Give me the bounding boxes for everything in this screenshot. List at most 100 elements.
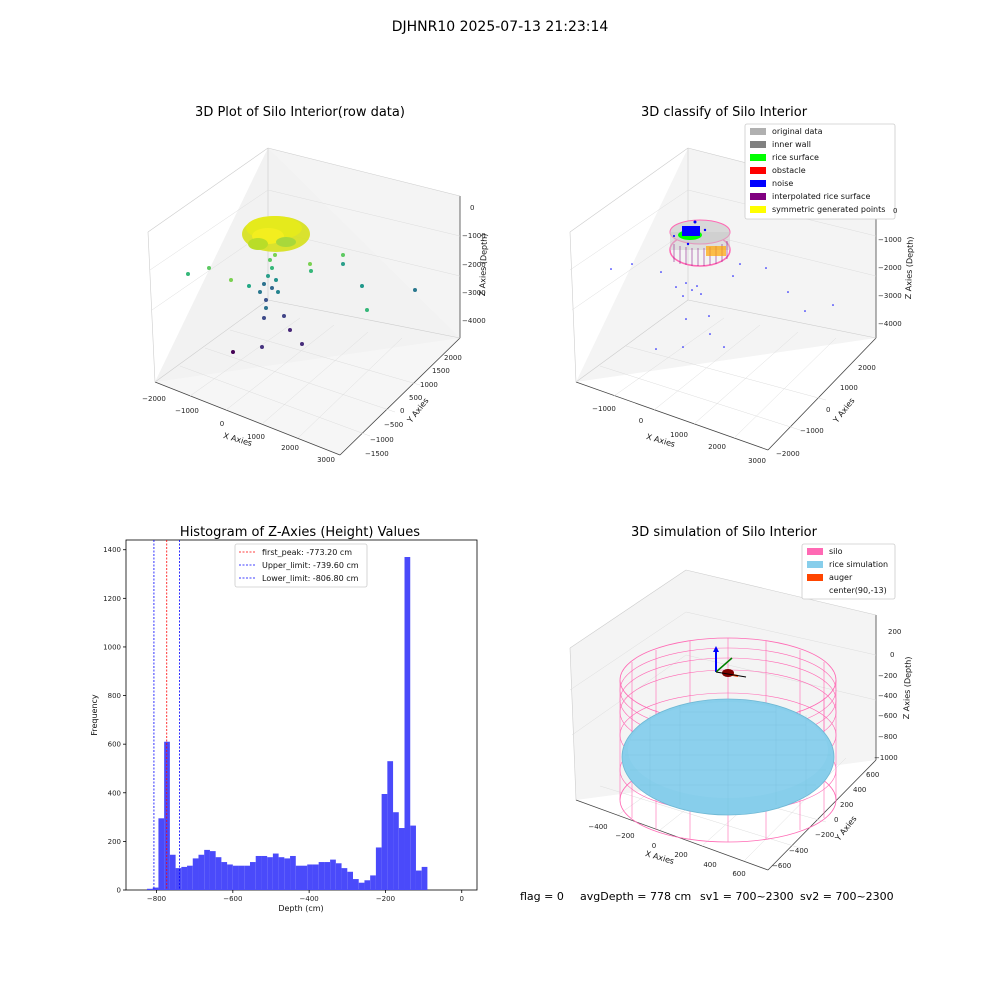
classify-points [610,219,834,350]
legend-swatch-auger [807,574,823,581]
classify-z-ticks: 0 −1000 −2000 −3000 −4000 Z Axies (Depth… [878,207,915,328]
histogram-ytick-label: 0 [117,887,121,895]
simulation-ztick: −600 [878,712,897,720]
raw-3d-panel: 3D Plot of Silo Interior(row data) [142,105,489,464]
legend-inner-wall: inner wall [772,140,811,149]
histogram-bar [267,857,273,890]
legend-auger: auger [829,573,853,582]
histogram-legend: first_peak: -773.20 cm Upper_limit: -739… [234,543,368,588]
histogram-bar [312,864,319,890]
histogram-bar [198,854,205,890]
simulation-ytick: 400 [853,786,866,794]
histogram-bar [318,862,325,890]
classify-xtick: −1000 [592,405,616,413]
legend-lower-limit: Lower_limit: -806.80 cm [262,574,359,583]
raw-ytick: −1000 [370,436,394,444]
histogram-bar [324,862,331,890]
simulation-ztick: −400 [878,692,897,700]
histogram-ytick-label: 600 [108,741,121,749]
classify-ytick: 0 [826,406,830,414]
raw-3d-box [147,147,461,456]
classify-zlabel: Z Axies (Depth) [904,236,915,299]
classify-panel-title: 3D classify of Silo Interior [641,105,808,120]
histogram-ytick-label: 400 [108,789,121,797]
classify-3d-panel: 3D classify of Silo Interior [569,105,915,465]
histogram-xtick-label: −600 [223,895,242,903]
legend-obstacle: obstacle [772,166,806,175]
histogram-bar [255,855,262,890]
simulation-xtick: 400 [703,861,716,869]
histogram-bar [393,812,399,890]
histogram-bar [404,557,411,890]
histogram-bar [164,741,170,890]
footer-sv1: sv1 = 700~2300 [700,890,794,903]
histogram-bar [295,865,302,890]
legend-upper-limit: Upper_limit: -739.60 cm [262,561,359,570]
legend-rice-surface: rice surface [772,153,819,162]
histogram-bar [284,858,291,890]
simulation-ytick: −400 [789,847,808,855]
raw-ytick: −1500 [365,450,389,458]
simulation-zlabel: Z Axies (Depth) [902,656,913,719]
legend-swatch-original [750,128,766,135]
histogram-ytick-label: 200 [108,838,121,846]
classify-ztick: −4000 [878,320,902,328]
histogram-bar [364,880,371,890]
histogram-bar [347,871,354,890]
legend-swatch-rice-simulation [807,561,823,568]
histogram-bar [244,865,250,890]
histogram-bar [301,865,308,890]
classify-ytick: −1000 [800,427,824,435]
histogram-bar [290,855,296,890]
raw-ytick: −500 [384,421,403,429]
histogram-bar [261,855,268,890]
simulation-x-ticks: −400 −200 0 200 400 600 X Axies [588,823,745,878]
classify-ylabel: Y Axies [831,396,857,425]
histogram-ylabel: Frequency [90,694,99,736]
histogram-x-ticks: −800 −600 −400 −200 0 [147,890,464,903]
raw-scatter-points [186,216,417,354]
histogram-y-ticks: 0 200 400 600 800 1000 1200 1400 [103,546,126,895]
histogram-bar [209,851,216,890]
footer-avg-depth: avgDepth = 778 cm [580,890,691,903]
histogram-bar [187,865,193,890]
simulation-ztick: 200 [888,628,901,636]
simulation-ytick: 600 [866,771,879,779]
histogram-bar [410,825,416,890]
raw-xtick: 1000 [247,433,265,441]
raw-z-ticks: 0 −1000 −2000 −3000 −4000 Z Axies (Depth… [462,204,489,325]
simulation-legend: silo rice simulation auger center(90,-13… [801,543,896,600]
histogram-bar [278,857,285,890]
histogram-xlabel: Depth (cm) [278,904,323,913]
histogram-bar [353,879,359,890]
legend-symmetric-generated-points: symmetric generated points [772,205,885,214]
raw-xtick: 3000 [317,456,335,464]
histogram-bar [152,887,159,890]
raw-xtick: 0 [220,420,224,428]
legend-center: center(90,-13) [829,586,887,595]
raw-ztick: −3000 [462,289,486,297]
classify-ytick: −2000 [776,450,800,458]
histogram-xtick-label: 0 [460,895,464,903]
raw-ztick: −1000 [462,232,486,240]
raw-panel-title: 3D Plot of Silo Interior(row data) [195,105,405,120]
footer-sv2: sv2 = 700~2300 [800,890,894,903]
histogram-bar [375,847,382,890]
raw-ytick: 1000 [420,381,438,389]
legend-rice-simulation: rice simulation [829,560,888,569]
legend-noise: noise [772,179,793,188]
histogram-bar [335,863,342,890]
histogram-bar [169,854,176,890]
classify-xtick: 0 [639,417,643,425]
classify-ytick: 2000 [858,364,876,372]
raw-zlabel: Z Axies (Depth) [478,233,489,296]
legend-interpolated-rice-surface: interpolated rice surface [772,192,870,201]
raw-ztick: −4000 [462,317,486,325]
classify-x-ticks: −1000 0 1000 2000 3000 X Axies [592,405,766,465]
simulation-xtick: 200 [674,851,687,859]
histogram-bar [232,865,239,890]
histogram-bar [341,868,348,890]
legend-original-data: original data [772,127,823,136]
simulation-xtick: −400 [588,823,607,831]
